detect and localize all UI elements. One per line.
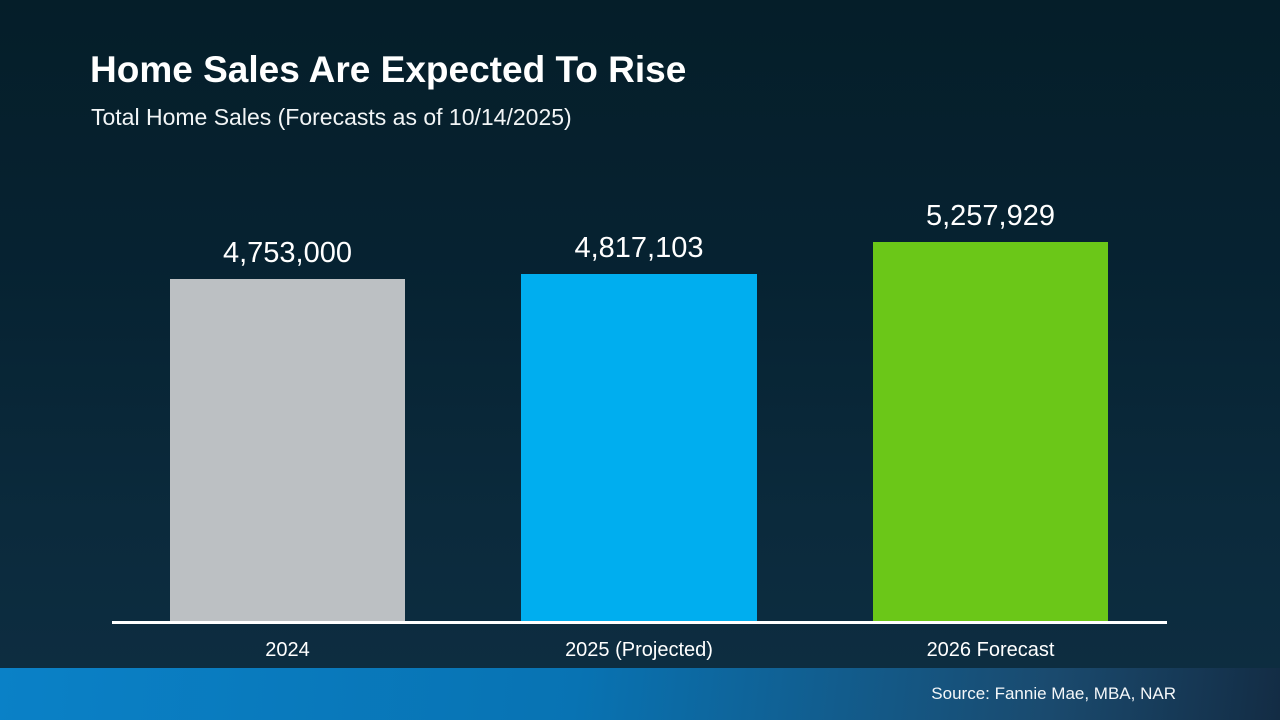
page-title: Home Sales Are Expected To Rise [90,49,687,90]
bar-group-2026: 5,257,929 [873,200,1108,623]
x-axis-line [112,621,1167,624]
footer-bar: Source: Fannie Mae, MBA, NAR [0,668,1280,720]
bar-2024 [170,279,405,623]
bar-value-label-2024: 4,753,000 [222,237,352,269]
bar-group-2024: 4,753,000 [170,237,405,623]
x-axis-label-2026: 2026 Forecast [926,639,1055,661]
x-axis-label-2024: 2024 [265,639,310,661]
bar-value-label-2025: 4,817,103 [574,232,704,264]
source-text: Source: Fannie Mae, MBA, NAR [931,684,1176,703]
chart-subtitle: Total Home Sales (Forecasts as of 10/14/… [91,104,572,130]
bar-value-label-2026: 5,257,929 [925,200,1055,232]
bar-2026 [873,242,1108,623]
x-axis-label-2025: 2025 (Projected) [565,639,713,661]
bar-group-2025: 4,817,103 [521,232,757,623]
bar-2025 [521,274,757,623]
